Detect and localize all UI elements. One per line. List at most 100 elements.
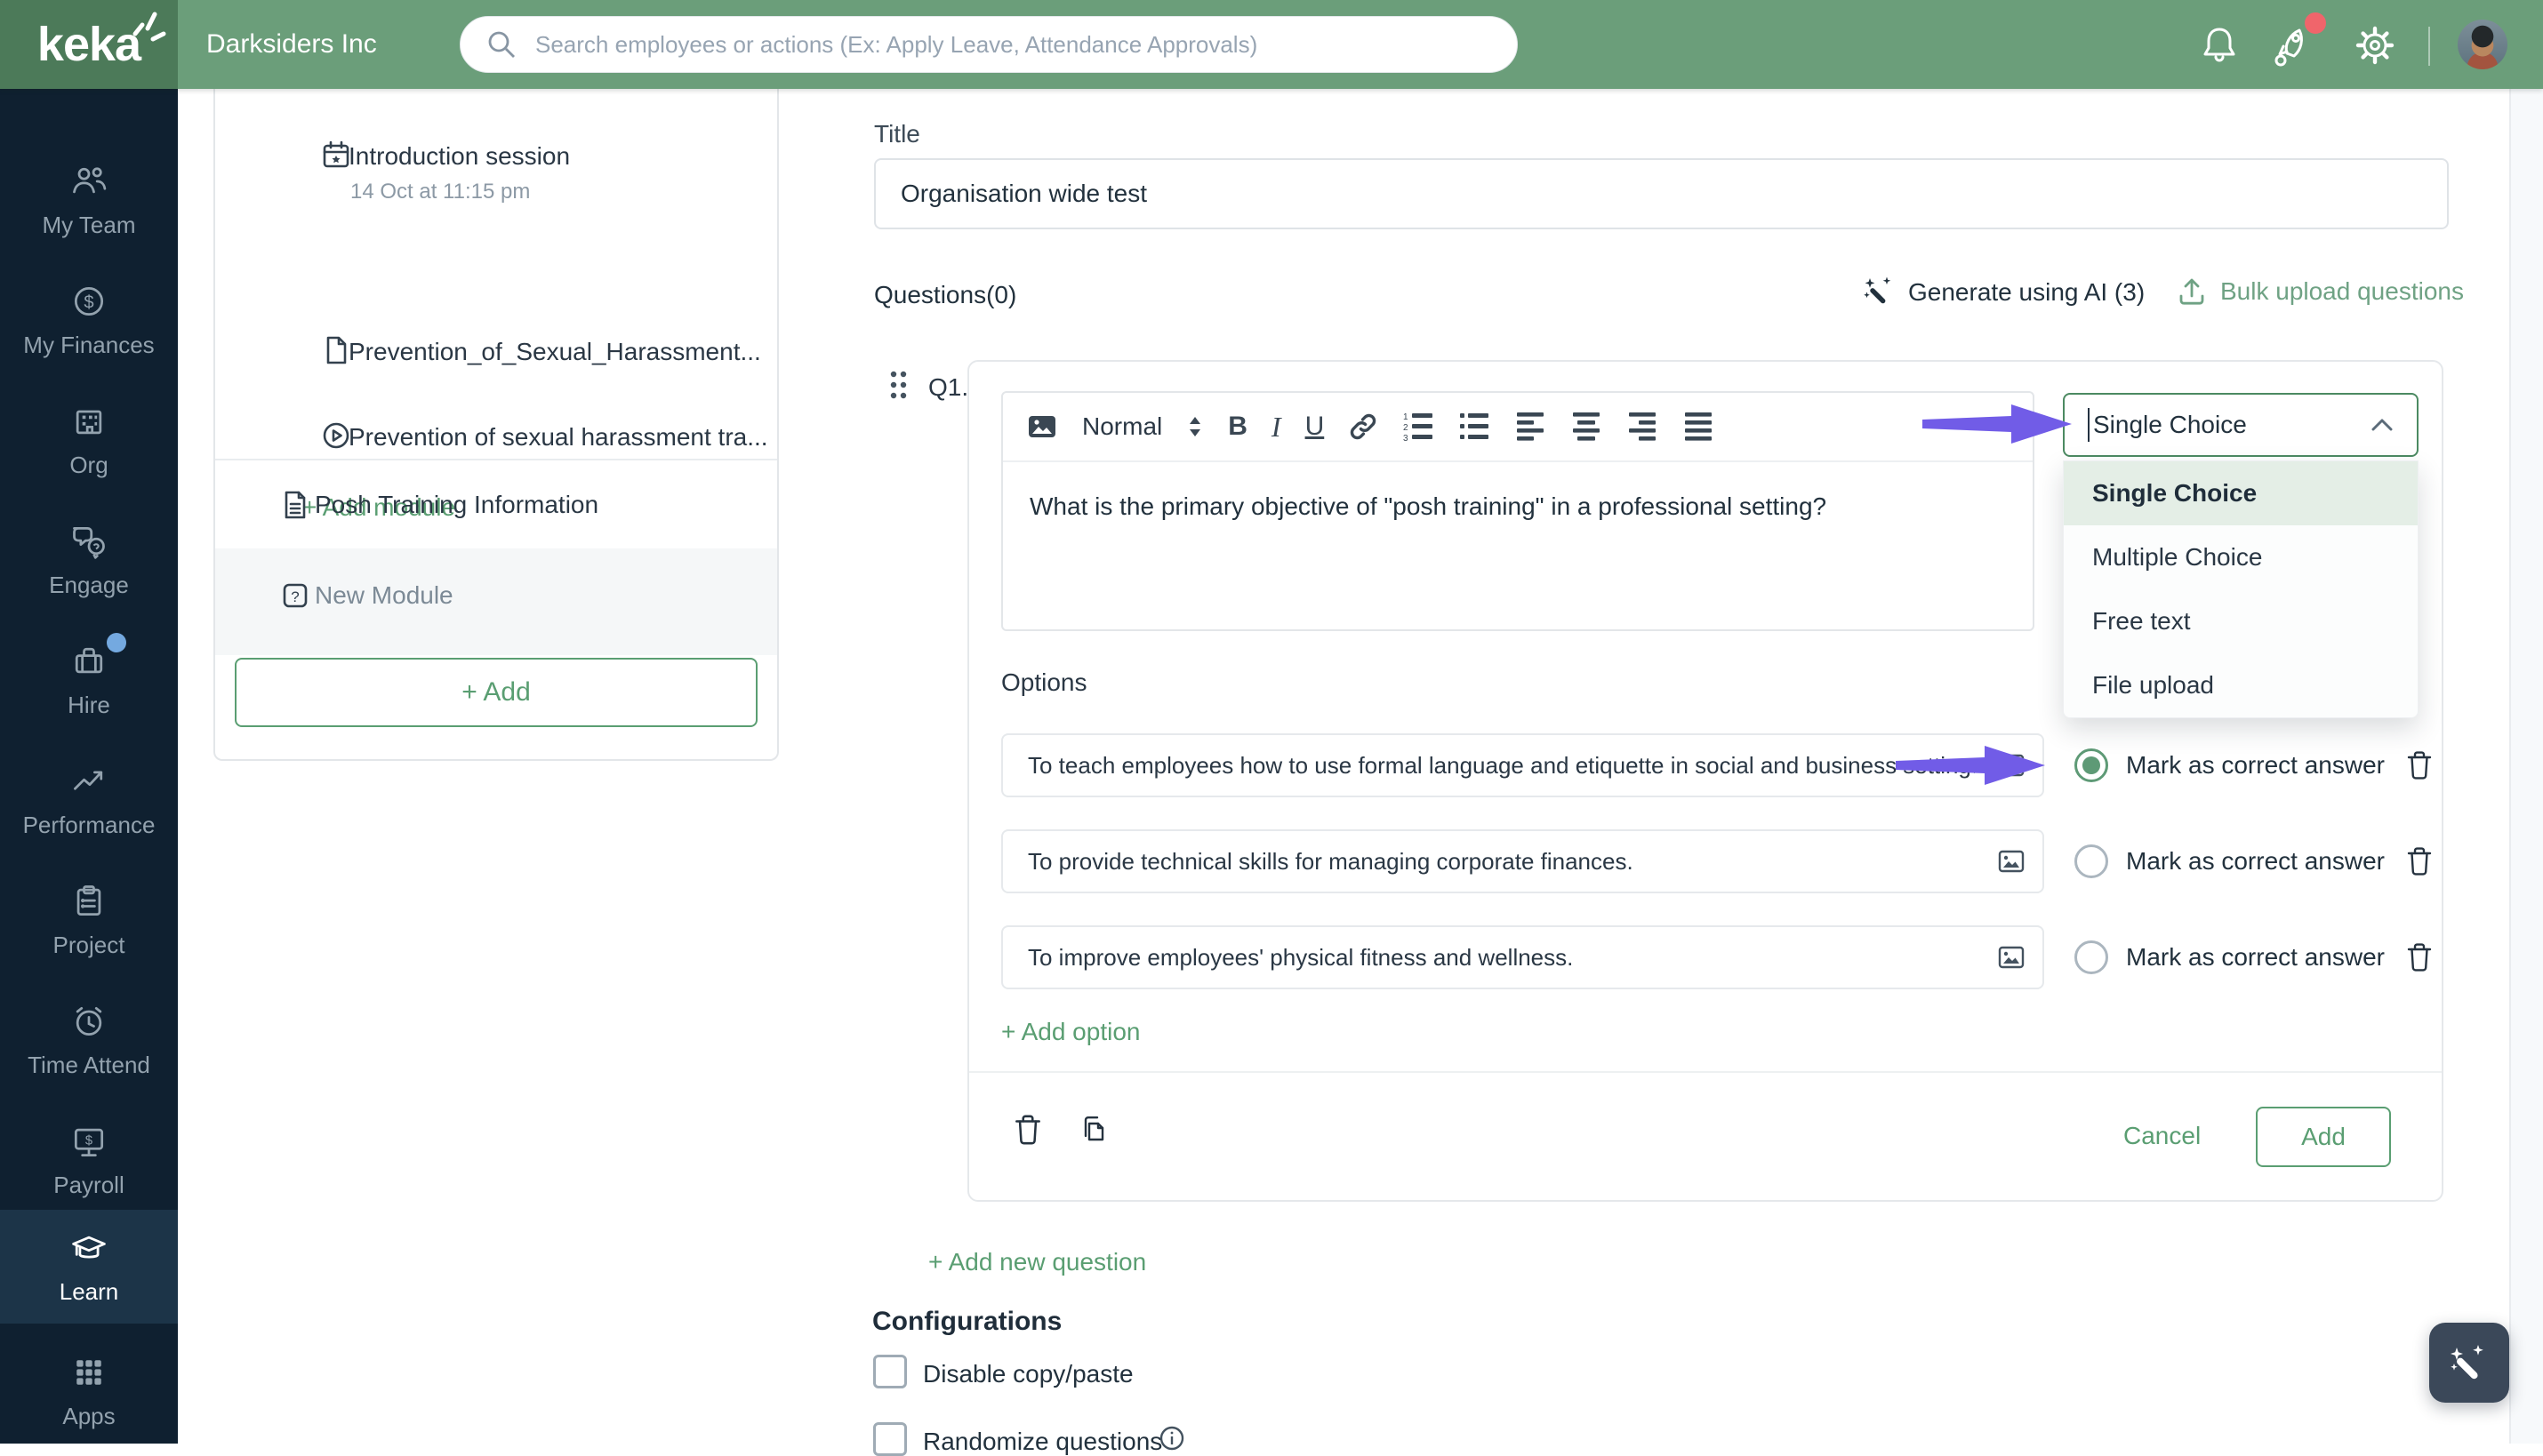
mark-correct-radio-2[interactable] bbox=[2074, 844, 2108, 878]
quiz-title-input[interactable] bbox=[874, 158, 2449, 229]
finances-icon: $ bbox=[74, 286, 104, 316]
dropdown-option-multiple-choice[interactable]: Multiple Choice bbox=[2092, 543, 2263, 571]
sidebar-item-learn[interactable]: Learn bbox=[0, 1210, 178, 1324]
link-icon[interactable] bbox=[1348, 412, 1378, 442]
bold-button[interactable]: B bbox=[1228, 412, 1247, 441]
delete-option-icon[interactable] bbox=[2404, 749, 2435, 781]
sidebar-item-payroll[interactable]: $ Payroll bbox=[0, 1100, 178, 1220]
sidebar-item-my-team[interactable]: My Team bbox=[0, 140, 178, 260]
page-scroll-gutter[interactable] bbox=[2509, 89, 2543, 1444]
dropdown-option-single-choice[interactable]: Single Choice bbox=[2064, 461, 2418, 525]
sidebar-label: Hire bbox=[68, 692, 110, 718]
rocket-notification-badge bbox=[2305, 12, 2326, 34]
annotation-arrow-correct-answer bbox=[1896, 746, 2045, 785]
sidebar-item-apps[interactable]: Apps bbox=[0, 1332, 178, 1452]
panel-divider bbox=[215, 459, 777, 460]
sidebar-label: Apps bbox=[62, 1403, 116, 1429]
add-module-button[interactable]: + Add bbox=[235, 658, 758, 727]
module-item-label[interactable]: Prevention_of_Sexual_Harassment... bbox=[349, 338, 761, 365]
sidebar-item-performance[interactable]: Performance bbox=[0, 740, 178, 860]
sidebar-item-my-finances[interactable]: $ My Finances bbox=[0, 260, 178, 380]
option-input-3[interactable] bbox=[1001, 925, 2044, 989]
add-module-link[interactable]: + Add module bbox=[302, 493, 456, 521]
delete-question-icon[interactable] bbox=[1012, 1113, 1044, 1147]
option-row: Mark as correct answer bbox=[1001, 733, 2435, 797]
question-drag-handle[interactable] bbox=[887, 368, 911, 406]
new-module-label: New Module bbox=[315, 581, 453, 609]
options-label: Options bbox=[1001, 668, 1087, 696]
randomize-questions-checkbox[interactable] bbox=[873, 1422, 907, 1456]
module-item-label[interactable]: Prevention of sexual harassment tra... bbox=[349, 423, 768, 451]
bullet-list-icon[interactable] bbox=[1458, 411, 1490, 443]
mark-correct-label: Mark as correct answer bbox=[2126, 751, 2385, 779]
learn-graduation-icon bbox=[72, 1236, 106, 1258]
align-right-icon[interactable] bbox=[1626, 411, 1658, 443]
delete-option-icon[interactable] bbox=[2404, 845, 2435, 877]
play-video-icon bbox=[320, 420, 352, 456]
user-avatar[interactable] bbox=[2458, 20, 2507, 69]
svg-text:?: ? bbox=[291, 588, 299, 605]
option-row: Mark as correct answer bbox=[1001, 925, 2435, 989]
add-question-button[interactable]: Add bbox=[2256, 1107, 2391, 1167]
info-icon bbox=[1159, 1426, 1184, 1451]
align-left-icon[interactable] bbox=[1514, 411, 1546, 443]
sidebar-item-hire[interactable]: Hire bbox=[0, 620, 178, 740]
delete-option-icon[interactable] bbox=[2404, 941, 2435, 973]
duplicate-question-icon[interactable] bbox=[1078, 1113, 1111, 1147]
mark-correct-radio-1[interactable] bbox=[2074, 748, 2108, 782]
keka-logo[interactable]: keka bbox=[0, 0, 178, 89]
sidebar-label: Payroll bbox=[53, 1172, 124, 1198]
question-type-select[interactable]: Single Choice bbox=[2063, 393, 2419, 457]
rocket-icon[interactable] bbox=[2269, 21, 2317, 69]
dropdown-option-free-text[interactable]: Free text bbox=[2092, 607, 2191, 635]
sidebar-item-project[interactable]: Project bbox=[0, 860, 178, 980]
company-name: Darksiders Inc bbox=[206, 29, 377, 59]
disable-copy-paste-checkbox[interactable] bbox=[873, 1355, 907, 1388]
format-select[interactable]: Normal bbox=[1082, 412, 1163, 440]
sidebar-item-org[interactable]: Org bbox=[0, 380, 178, 500]
mark-correct-label: Mark as correct answer bbox=[2126, 943, 2385, 971]
sidebar-item-time-attend[interactable]: Time Attend bbox=[0, 980, 178, 1100]
sidebar-item-engage[interactable]: Engage bbox=[0, 500, 178, 620]
align-center-icon[interactable] bbox=[1570, 411, 1602, 443]
text-cursor bbox=[2088, 408, 2090, 442]
sidebar-label: Time Attend bbox=[28, 1052, 150, 1078]
bulk-upload-button[interactable]: Bulk upload questions bbox=[2176, 276, 2464, 308]
mark-correct-radio-3[interactable] bbox=[2074, 940, 2108, 974]
option-image-icon[interactable] bbox=[1996, 846, 2026, 876]
hire-briefcase-icon bbox=[75, 647, 103, 674]
new-module-row[interactable] bbox=[215, 548, 777, 655]
svg-text:$: $ bbox=[85, 1134, 92, 1148]
question-type-dropdown: Single Choice Multiple Choice Free text … bbox=[2063, 460, 2419, 718]
module-item-time: 14 Oct at 11:15 pm bbox=[350, 180, 531, 204]
underline-button[interactable]: U bbox=[1304, 412, 1325, 441]
search-input[interactable] bbox=[519, 30, 1517, 59]
italic-button[interactable]: I bbox=[1271, 410, 1281, 443]
generate-ai-button[interactable]: Generate using AI (3) bbox=[1862, 276, 2145, 309]
insert-image-icon[interactable] bbox=[1026, 411, 1058, 443]
ordered-list-icon[interactable]: 1 2 3 bbox=[1402, 411, 1434, 443]
module-item-label[interactable]: Introduction session bbox=[349, 142, 571, 170]
add-option-link[interactable]: + Add option bbox=[1001, 1018, 1141, 1045]
notifications-bell-icon[interactable] bbox=[2199, 23, 2240, 66]
course-modules-panel: Introduction session 14 Oct at 11:15 pm … bbox=[213, 89, 779, 761]
settings-gear-icon[interactable] bbox=[2354, 25, 2395, 66]
option-input-1[interactable] bbox=[1001, 733, 2044, 797]
option-row: Mark as correct answer bbox=[1001, 829, 2435, 893]
posh-training-info-item[interactable]: Posh Training Information bbox=[315, 491, 599, 518]
svg-text:$: $ bbox=[84, 292, 93, 312]
hire-notification-badge bbox=[107, 633, 126, 652]
upload-icon bbox=[2179, 278, 2204, 305]
bulk-upload-label: Bulk upload questions bbox=[2220, 277, 2464, 305]
add-new-question-link[interactable]: + Add new question bbox=[928, 1248, 1147, 1276]
ai-assistant-button[interactable] bbox=[2429, 1323, 2509, 1403]
dropdown-option-file-upload[interactable]: File upload bbox=[2092, 671, 2214, 699]
option-input-2[interactable] bbox=[1001, 829, 2044, 893]
cancel-button[interactable]: Cancel bbox=[2123, 1122, 2202, 1149]
option-image-icon[interactable] bbox=[1996, 942, 2026, 972]
svg-text:2: 2 bbox=[1403, 423, 1408, 433]
align-justify-icon[interactable] bbox=[1682, 411, 1714, 443]
size-stepper-icon[interactable] bbox=[1186, 414, 1204, 439]
question-text[interactable]: What is the primary objective of "posh t… bbox=[1030, 492, 1827, 520]
annotation-arrow-type-select bbox=[1922, 404, 2072, 444]
